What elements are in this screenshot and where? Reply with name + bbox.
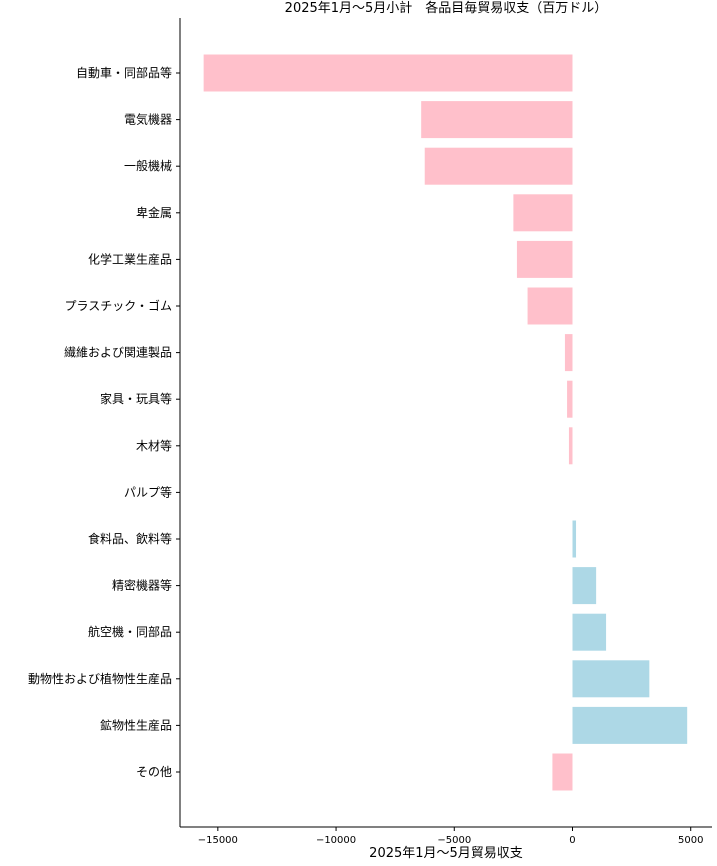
bar: [527, 287, 573, 325]
y-tick-label: 食料品、飲料等: [88, 531, 172, 546]
y-tick-label: 鉱物性生産品: [100, 717, 172, 732]
bar: [572, 520, 577, 558]
bar: [568, 427, 573, 465]
bar: [572, 567, 597, 605]
y-tick-label: 繊維および関連製品: [64, 346, 172, 360]
chart-title: 2025年1月～5月小計 各品目毎貿易収支（百万ドル）: [285, 0, 608, 16]
y-tick-label: パルプ等: [124, 485, 172, 499]
y-tick-label: 化学工業生産品: [88, 251, 172, 266]
y-tick-label: 自動車・同部品等: [76, 65, 172, 80]
y-tick-label: 一般機械: [124, 158, 172, 173]
bar: [513, 194, 573, 232]
x-axis-ticks: −15000 −10000 −5000 0 5000: [198, 827, 703, 846]
y-tick-label: 木材等: [136, 439, 172, 453]
bar: [567, 380, 573, 418]
bar: [572, 613, 607, 651]
x-tick-label: 0: [569, 835, 575, 846]
bar: [572, 660, 650, 698]
x-tick-label: −15000: [198, 835, 238, 846]
y-tick-label: 卑金属: [136, 205, 172, 220]
y-tick-label: 精密機器等: [112, 578, 172, 593]
y-tick-label: その他: [136, 765, 172, 779]
bar: [203, 54, 573, 92]
bar: [424, 147, 573, 185]
x-axis-label: 2025年1月～5月貿易収支: [369, 846, 523, 861]
x-tick-label: 5000: [678, 835, 703, 846]
bar: [552, 753, 573, 791]
x-tick-label: −5000: [437, 835, 471, 846]
bar: [572, 706, 688, 744]
bar: [564, 334, 573, 372]
bar: [516, 240, 573, 278]
y-axis-ticks: 自動車・同部品等電気機器一般機械卑金属化学工業生産品プラスチック・ゴム繊維および…: [28, 65, 180, 779]
y-tick-label: 電気機器: [124, 112, 172, 127]
y-tick-label: プラスチック・ゴム: [64, 298, 172, 313]
y-tick-label: 動物性および植物性生産品: [28, 671, 172, 686]
y-tick-label: 航空機・同部品: [88, 624, 172, 639]
bars: [203, 54, 688, 791]
x-tick-label: −10000: [316, 835, 356, 846]
y-tick-label: 家具・玩具等: [100, 391, 172, 406]
bar: [421, 101, 573, 139]
